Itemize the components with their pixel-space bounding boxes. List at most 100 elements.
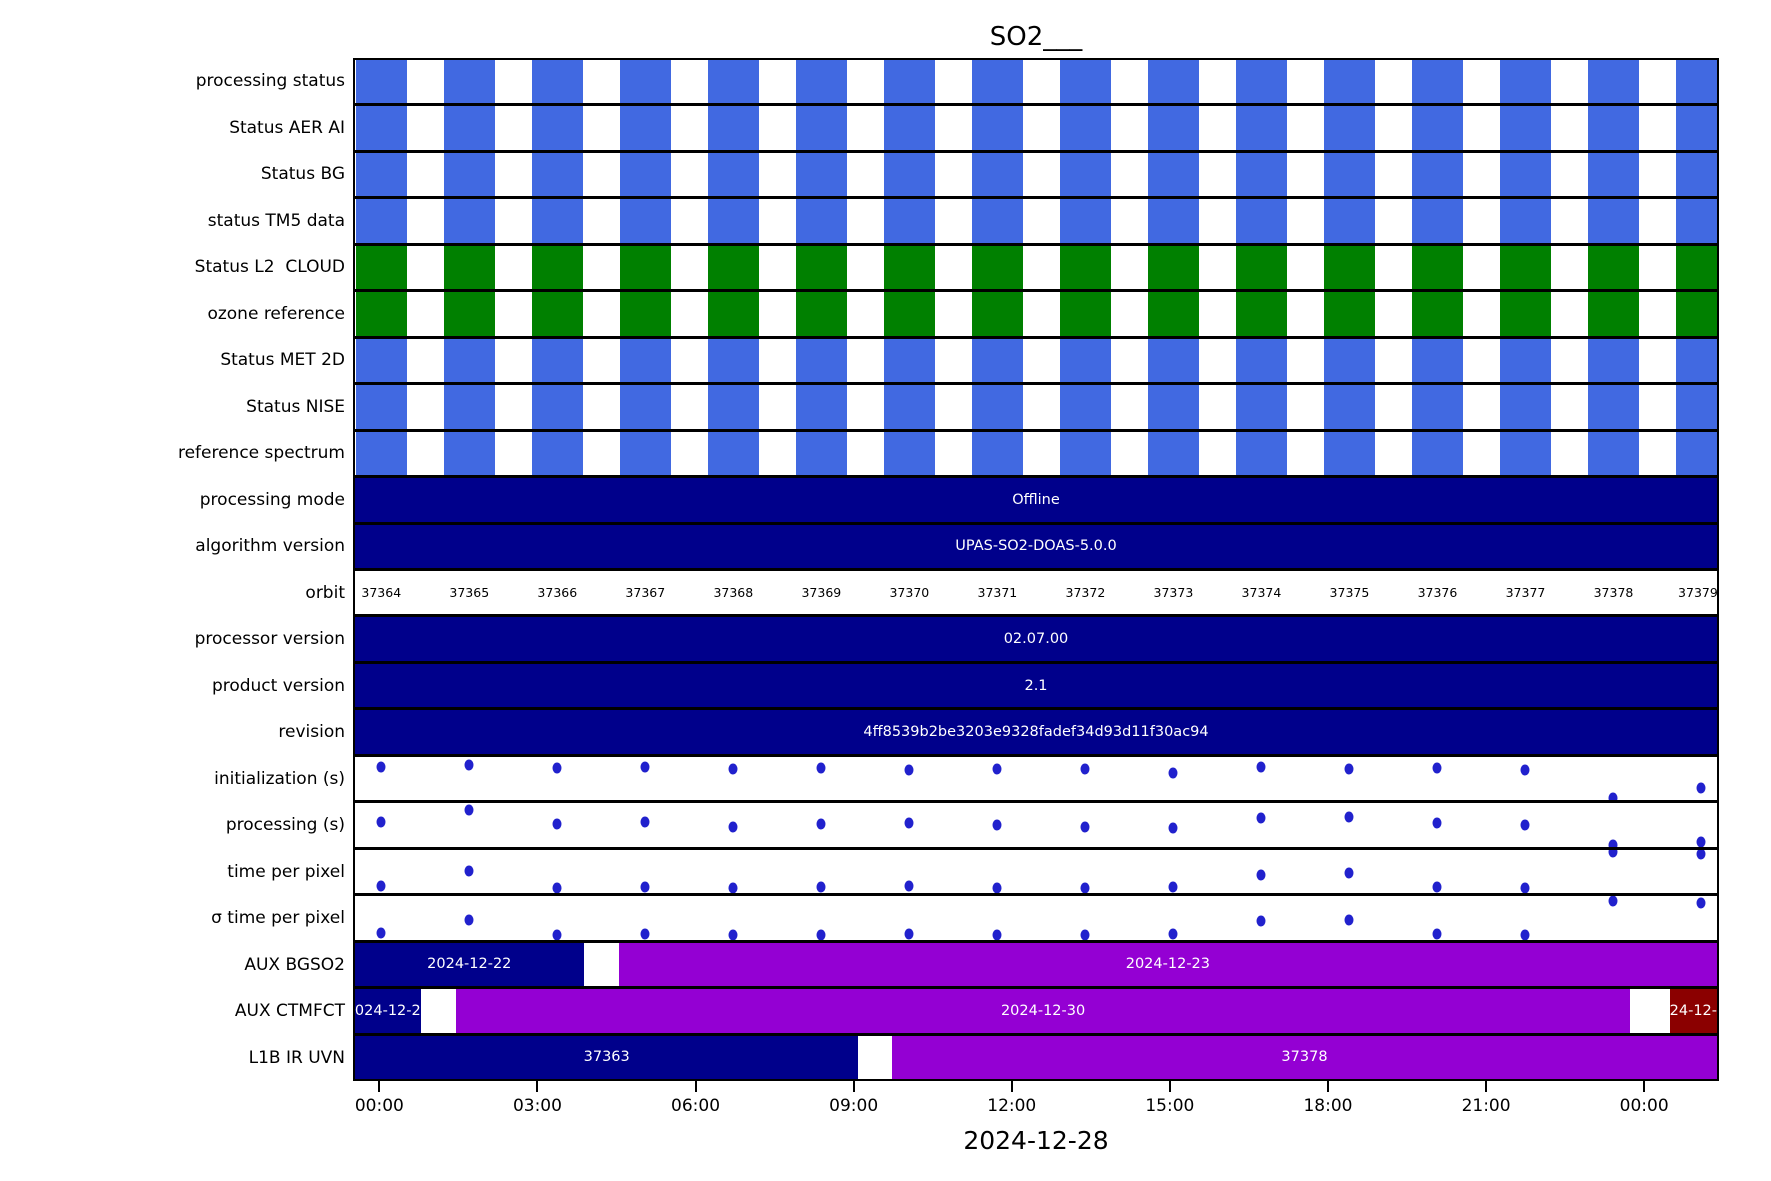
- data-point: [640, 761, 650, 773]
- data-point: [1696, 782, 1706, 794]
- data-point: [1696, 897, 1706, 909]
- orbit-status-bar: [1323, 292, 1376, 336]
- row-label: product version: [211, 675, 345, 696]
- orbit-status-bar: [1675, 338, 1717, 383]
- data-point: [1256, 812, 1266, 824]
- orbit-status-bar: [883, 106, 936, 150]
- orbit-status-bar: [971, 338, 1024, 383]
- timeline-row-status-nise: [355, 385, 1717, 429]
- row-label: processing mode: [199, 489, 345, 510]
- orbit-status-bar: [971, 152, 1024, 197]
- timeline-row-algorithm-version: UPAS-SO2-DOAS-5.0.0: [355, 524, 1717, 568]
- orbit-status-bar: [1059, 385, 1112, 429]
- orbit-status-bar: [531, 152, 584, 197]
- row-label: Status BG: [260, 164, 345, 185]
- row-label: Status NISE: [246, 396, 345, 417]
- orbit-status-bar: [531, 338, 584, 383]
- row-label: initialization (s): [214, 768, 345, 789]
- orbit-status-bar: [1587, 338, 1640, 383]
- data-point: [728, 763, 738, 775]
- orbit-number: 37375: [1329, 585, 1370, 601]
- data-point: [904, 817, 914, 829]
- timeline-segment: 2024-12-23: [618, 942, 1717, 987]
- orbit-number: 37366: [537, 585, 578, 601]
- data-point: [816, 818, 826, 830]
- x-tick-label: 12:00: [987, 1096, 1037, 1116]
- orbit-status-bar: [1587, 431, 1640, 476]
- orbit-status-bar: [531, 292, 584, 336]
- row-label: Status MET 2D: [220, 350, 345, 371]
- row-label: σ time per pixel: [211, 908, 345, 929]
- timeline-row-processing-status: [355, 60, 1717, 104]
- orbit-status-bar: [1323, 152, 1376, 197]
- plot-area: Offline UPAS-SO2-DOAS-5.0.0 37364 37365 3736…: [353, 58, 1719, 1081]
- orbit-status-bar: [1235, 152, 1288, 197]
- data-point: [816, 762, 826, 774]
- data-point: [1344, 914, 1354, 926]
- data-point: [1520, 819, 1530, 831]
- row-label: status TM5 data: [207, 210, 345, 231]
- data-point: [464, 804, 474, 816]
- data-point: [1344, 867, 1354, 879]
- orbit-status-bar: [795, 292, 848, 336]
- data-point: [376, 927, 386, 939]
- data-point: [464, 759, 474, 771]
- data-point: [376, 761, 386, 773]
- orbit-status-bar: [443, 60, 496, 104]
- orbit-status-bar: [443, 152, 496, 197]
- data-point: [1608, 839, 1618, 847]
- orbit-status-bar: [1499, 431, 1552, 476]
- orbit-status-bar: [1147, 338, 1200, 383]
- orbit-status-bar: [883, 245, 936, 290]
- orbit-number: 37364: [361, 585, 402, 601]
- orbit-status-bar: [1675, 60, 1717, 104]
- orbit-number: 37370: [889, 585, 930, 601]
- row-value-text: 2.1: [1024, 677, 1048, 694]
- orbit-status-bar: [1499, 292, 1552, 336]
- orbit-status-bar: [443, 106, 496, 150]
- row-label: processing (s): [225, 815, 345, 836]
- orbit-status-bar: [1587, 292, 1640, 336]
- data-point: [1608, 849, 1618, 858]
- orbit-status-bar: [1499, 60, 1552, 104]
- orbit-status-bar: [1323, 106, 1376, 150]
- orbit-status-bar: [1411, 292, 1464, 336]
- data-point: [992, 819, 1002, 831]
- orbit-status-bar: [1323, 60, 1376, 104]
- orbit-status-bar: [1235, 385, 1288, 429]
- data-point: [1168, 928, 1178, 940]
- orbit-status-bar: [1499, 338, 1552, 383]
- orbit-status-bar: [707, 199, 760, 243]
- orbit-number: 37368: [713, 585, 754, 601]
- x-tick-label: 18:00: [1303, 1096, 1353, 1116]
- orbit-status-bar: [707, 292, 760, 336]
- orbit-status-bar: [531, 431, 584, 476]
- orbit-status-bar: [1323, 338, 1376, 383]
- orbit-number: 37374: [1241, 585, 1282, 601]
- segment-label: 2024-12-30: [1000, 1002, 1086, 1019]
- data-point: [1080, 882, 1090, 894]
- orbit-number: 37377: [1505, 585, 1546, 601]
- row-label: algorithm version: [195, 536, 345, 557]
- x-tick-mark: [852, 1081, 855, 1092]
- orbit-status-bar: [883, 60, 936, 104]
- timeline-row-aux-ctmfct: 2024-12-29 2024-12-30 2024-12-31: [355, 989, 1717, 1033]
- data-point: [816, 881, 826, 893]
- x-tick-mark: [1326, 1081, 1329, 1092]
- orbit-status-bar: [1235, 431, 1288, 476]
- orbit-status-bar: [883, 199, 936, 243]
- data-point: [552, 818, 562, 830]
- timeline-row-status-l2-cloud: [355, 245, 1717, 290]
- data-point: [1344, 763, 1354, 775]
- row-label: L1B IR UVN: [248, 1047, 345, 1068]
- orbit-status-bar: [707, 152, 760, 197]
- x-tick-mark: [694, 1081, 697, 1092]
- data-point: [1080, 929, 1090, 940]
- orbit-status-bar: [443, 338, 496, 383]
- orbit-status-bar: [883, 152, 936, 197]
- orbit-status-bar: [1499, 385, 1552, 429]
- data-point: [1432, 762, 1442, 774]
- orbit-status-bar: [443, 245, 496, 290]
- orbit-status-bar: [1411, 199, 1464, 243]
- orbit-status-bar: [1147, 245, 1200, 290]
